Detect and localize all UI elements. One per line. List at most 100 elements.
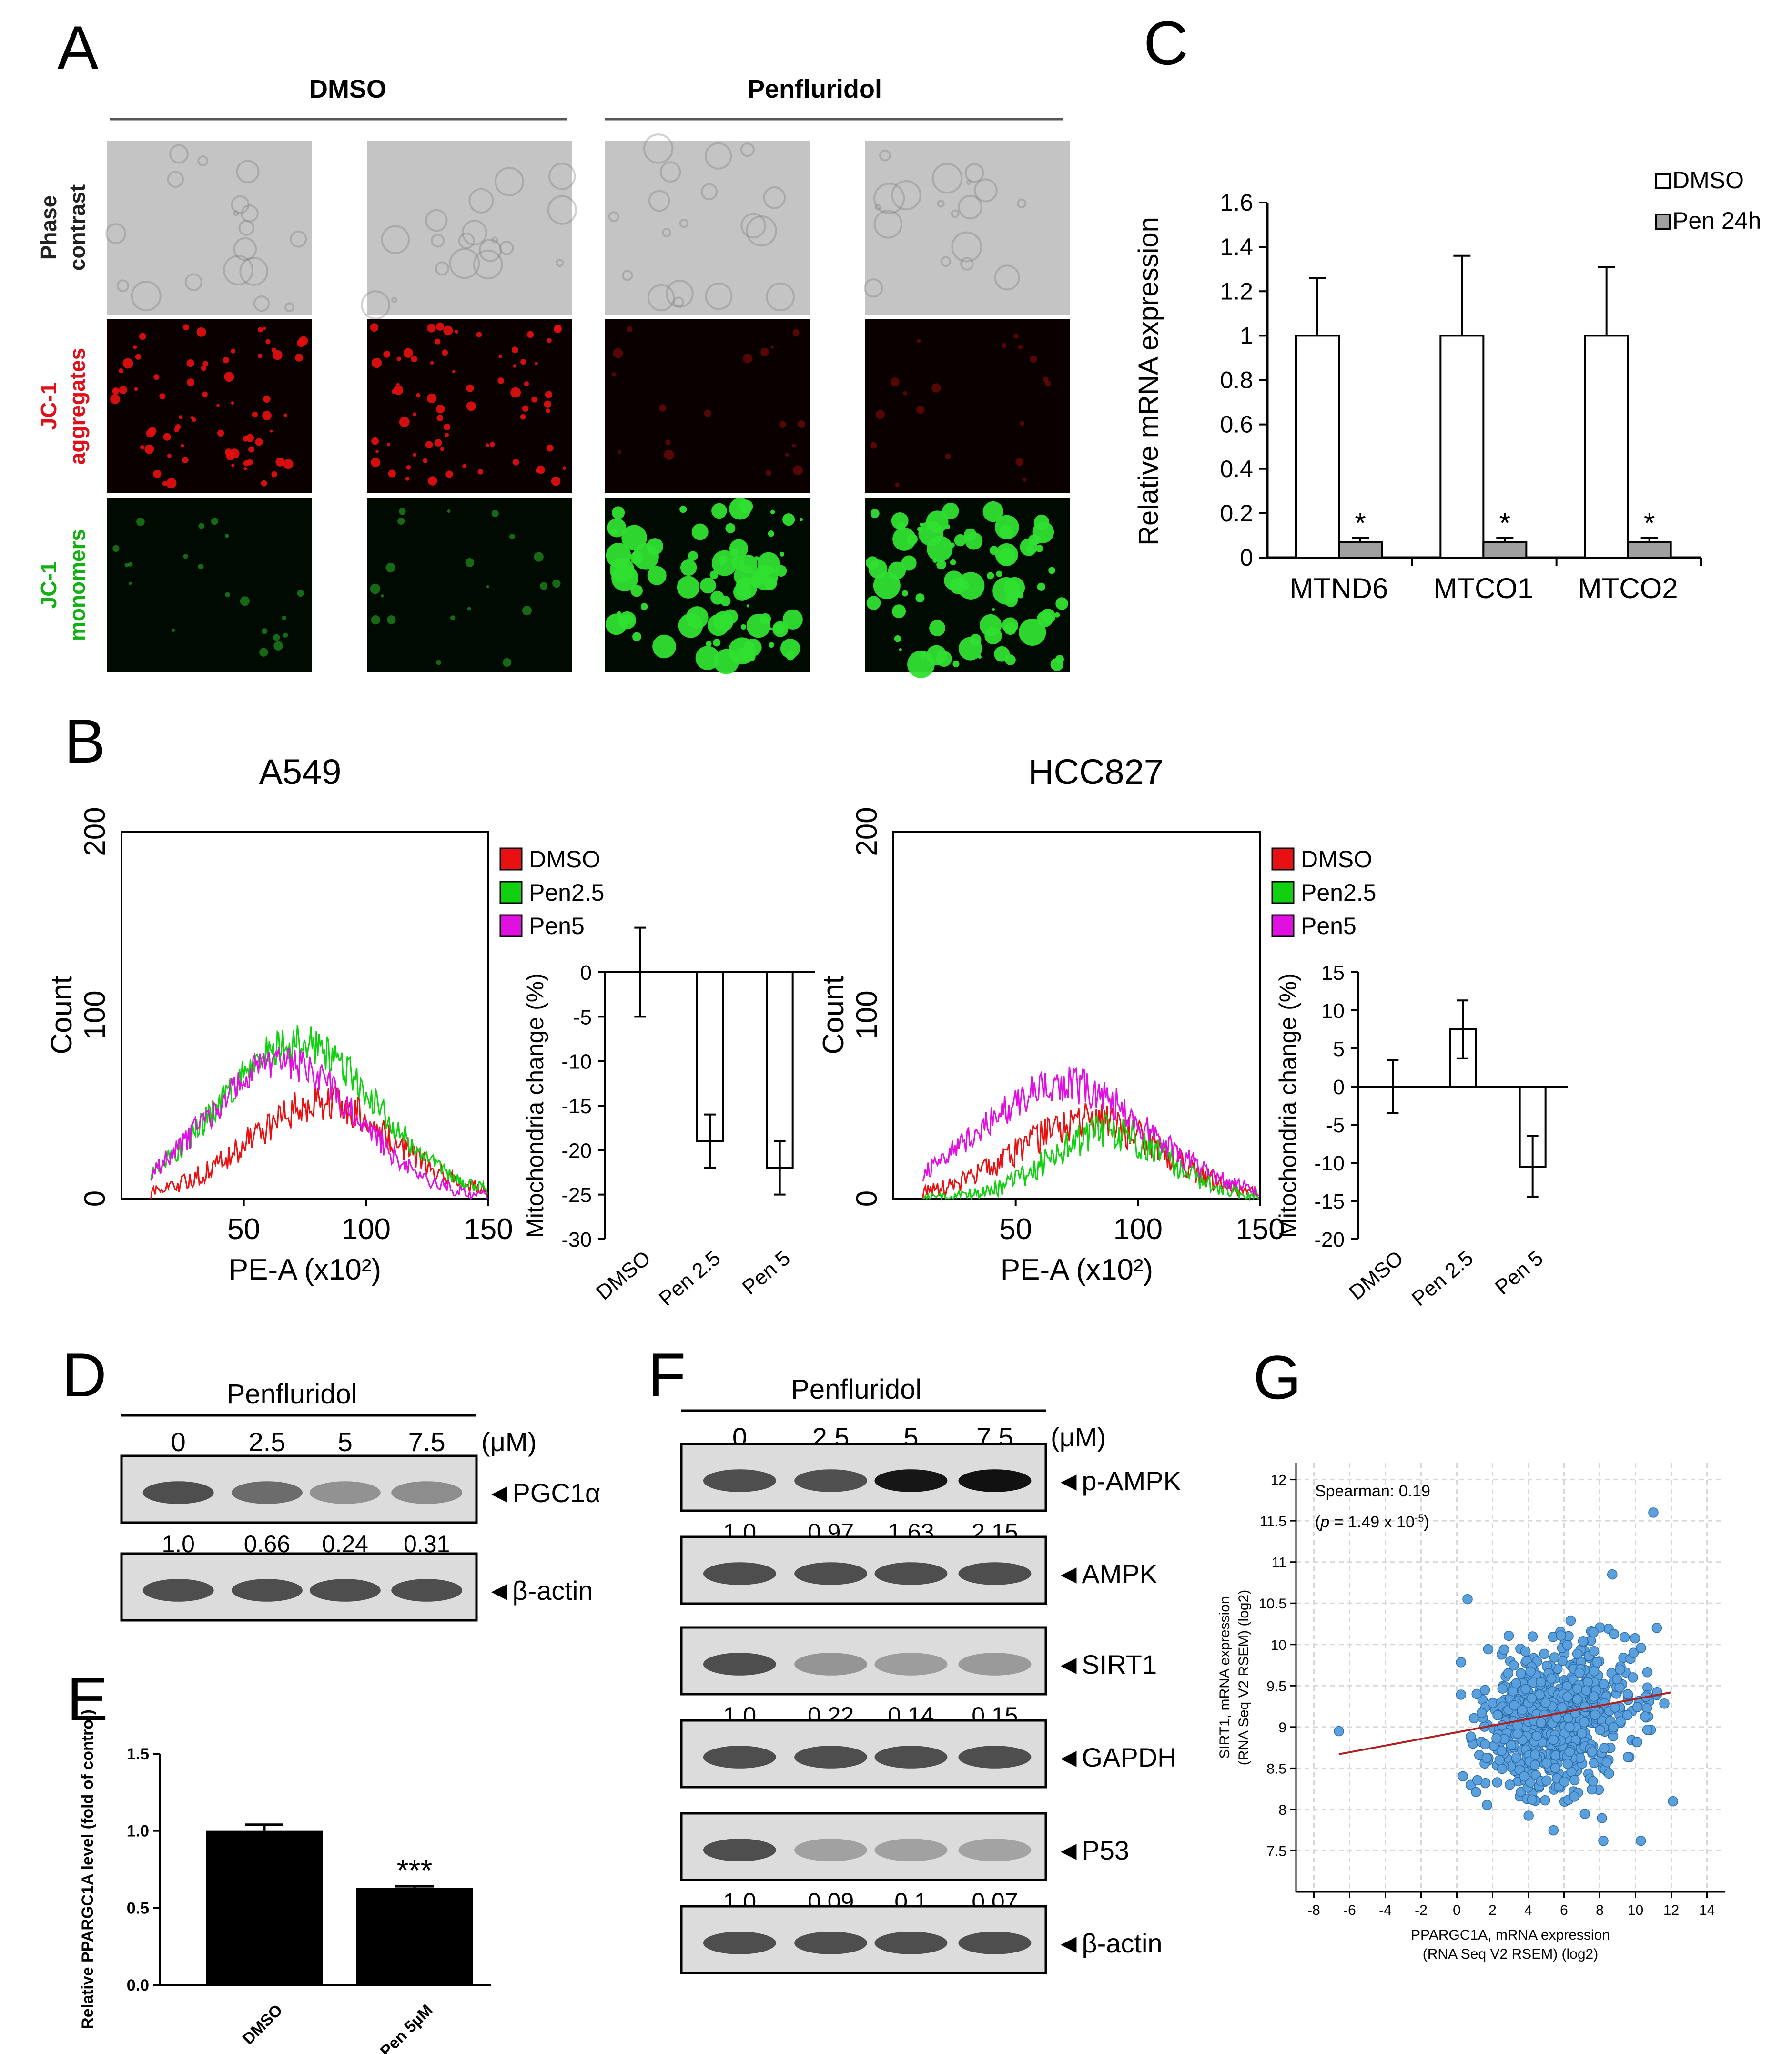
cell-outline bbox=[391, 296, 397, 303]
fluorescent-spot bbox=[704, 409, 711, 417]
y-tick-label: 5 bbox=[1333, 1037, 1345, 1061]
fluorescent-spot bbox=[536, 468, 541, 473]
bar-mtco2-pen-24h bbox=[1627, 541, 1672, 559]
cell-outline bbox=[167, 171, 184, 188]
data-point bbox=[1465, 1731, 1476, 1742]
x-axis-title: PE-A (x10²) bbox=[1001, 1253, 1153, 1286]
fluorescent-spot bbox=[248, 446, 254, 453]
data-point bbox=[1607, 1569, 1618, 1580]
legend-label: DMSO bbox=[1672, 167, 1744, 193]
fluorescent-spot bbox=[607, 518, 627, 538]
cell-outline bbox=[864, 278, 883, 298]
fluorescent-spot bbox=[926, 645, 947, 666]
data-point bbox=[1536, 1718, 1546, 1728]
y-tick-label: -30 bbox=[561, 1228, 592, 1251]
group-label-dmso: DMSO bbox=[309, 75, 386, 103]
fluorescent-spot bbox=[711, 503, 727, 519]
x-tick-label: 14 bbox=[1699, 1902, 1715, 1918]
dose-label: 7.5 bbox=[408, 1427, 445, 1457]
data-point bbox=[1582, 1677, 1593, 1688]
fluorescent-spot bbox=[503, 658, 512, 667]
data-point bbox=[1598, 1678, 1609, 1689]
fluorescent-spot bbox=[466, 401, 476, 411]
fluorescent-spot bbox=[110, 394, 120, 404]
fluorescent-spot bbox=[891, 377, 900, 386]
data-point bbox=[1494, 1755, 1505, 1766]
fluorescent-spot bbox=[415, 393, 421, 398]
panel-label-e: E bbox=[67, 1664, 108, 1734]
fluorescent-spot bbox=[262, 628, 268, 634]
bar-pen-5 bbox=[766, 971, 794, 1169]
x-category-label: MTND6 bbox=[1290, 572, 1388, 604]
cell-outline bbox=[239, 257, 269, 286]
fluorescent-spot bbox=[445, 433, 449, 437]
x-axis-title-line1: PPARGC1A, mRNA expression bbox=[1411, 1927, 1610, 1943]
y-axis-title-line2: (RNA Seq V2 RSEM) (log2) bbox=[1236, 1590, 1252, 1765]
histogram-curve-pen5 bbox=[150, 1047, 488, 1200]
row-label-line1: JC-1 bbox=[36, 561, 61, 609]
cell-outline bbox=[425, 209, 448, 232]
fluorescent-spot bbox=[273, 641, 283, 651]
panel-label-c: C bbox=[1144, 8, 1188, 78]
cell-outline bbox=[491, 236, 498, 244]
band bbox=[958, 1932, 1032, 1954]
x-tick-label: 6 bbox=[1560, 1902, 1568, 1918]
cell-outline bbox=[958, 194, 983, 220]
histogram-title: HCC827 bbox=[1028, 752, 1164, 792]
chart-b-a549-bar: 0 -5 -10 -15 -20 -25 -30 Mitochondria change (%… bbox=[522, 926, 815, 1311]
micrograph-background bbox=[367, 141, 572, 315]
cell-outline bbox=[499, 240, 514, 255]
fluorescent-spot bbox=[640, 603, 648, 610]
data-point bbox=[1498, 1644, 1509, 1655]
fluorescent-spot bbox=[397, 517, 405, 525]
y-tick-label: 0 bbox=[850, 1190, 883, 1207]
fluorescent-spot bbox=[617, 611, 621, 616]
cell-outline bbox=[740, 213, 766, 239]
fluorescent-spot bbox=[617, 450, 621, 454]
y-axis-title: Mitochondria change (%) bbox=[522, 973, 548, 1238]
fluorescent-spot bbox=[931, 383, 941, 393]
fluorescent-spot bbox=[371, 458, 381, 468]
bar-mtnd6-pen-24h bbox=[1338, 541, 1383, 559]
fluorescent-spot bbox=[740, 624, 746, 630]
band bbox=[874, 1932, 948, 1954]
fluorescent-spot bbox=[626, 557, 629, 560]
fluorescent-spot bbox=[729, 498, 751, 520]
data-point bbox=[1536, 1677, 1546, 1688]
y-tick-label: 1.5 bbox=[127, 1745, 149, 1763]
micrograph bbox=[105, 141, 312, 315]
p-value-part: ( bbox=[1315, 1513, 1321, 1531]
data-point bbox=[1540, 1698, 1551, 1708]
y-tick-label: 10.5 bbox=[1259, 1596, 1286, 1612]
data-point bbox=[1562, 1640, 1573, 1651]
band bbox=[703, 1746, 776, 1769]
cell-outline bbox=[951, 209, 960, 218]
y-axis-title: Count bbox=[817, 976, 850, 1054]
fluorescent-spot bbox=[691, 523, 709, 540]
fluorescent-spot bbox=[719, 555, 728, 564]
y-tick-label: -15 bbox=[561, 1095, 592, 1118]
fluorescent-spot bbox=[791, 444, 796, 448]
x-category-label: Pen 5 bbox=[738, 1246, 795, 1299]
fluorescent-spot bbox=[455, 330, 458, 334]
fluorescent-spot bbox=[283, 459, 294, 469]
legend-label: DMSO bbox=[1301, 846, 1372, 873]
data-point bbox=[1598, 1835, 1609, 1846]
data-point bbox=[1525, 1666, 1536, 1677]
fluorescent-spot bbox=[686, 606, 709, 629]
fluorescent-spot bbox=[140, 445, 145, 450]
cell-outline bbox=[116, 279, 130, 292]
x-tick-label: 4 bbox=[1524, 1902, 1532, 1918]
y-tick-label: 0.5 bbox=[127, 1899, 149, 1917]
data-point bbox=[1572, 1648, 1583, 1659]
fluorescent-spot bbox=[987, 572, 994, 580]
x-tick-label: 0 bbox=[1453, 1902, 1461, 1918]
fluorescent-spot bbox=[225, 592, 230, 598]
band-row-gapdh: ◄GAPDH bbox=[680, 1719, 1177, 1789]
data-point bbox=[1503, 1668, 1514, 1678]
blot-header: Penfluridol bbox=[227, 1379, 357, 1410]
y-axis-title: Relative mRNA expression bbox=[1133, 217, 1164, 546]
x-tick-label: -2 bbox=[1415, 1902, 1428, 1918]
fluorescent-spot bbox=[989, 546, 999, 555]
data-point bbox=[1523, 1810, 1534, 1821]
